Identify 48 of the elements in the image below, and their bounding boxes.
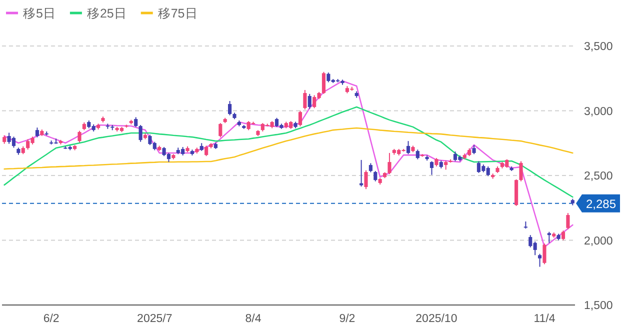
candlestick: [204, 145, 208, 157]
candlestick: [566, 212, 570, 230]
candlestick: [138, 124, 142, 142]
candlestick: [308, 93, 312, 110]
y-tick-label: 1,500: [584, 300, 613, 312]
candlestick: [388, 152, 392, 175]
candlestick: [35, 127, 40, 138]
candlestick: [374, 170, 378, 182]
candlestick: [416, 149, 420, 160]
x-tick-label: 2025/10: [416, 313, 458, 325]
line-series: [4, 127, 574, 170]
x-tick-label: 11/4: [534, 313, 556, 325]
x-tick-label: 2025/7: [137, 313, 172, 325]
candlestick: [430, 160, 434, 176]
line-series: [4, 80, 574, 248]
candlestick: [134, 116, 138, 128]
x-tick-label: 9/2: [339, 313, 356, 325]
candlestick: [453, 151, 458, 162]
y-tick-label: 3,500: [584, 41, 613, 53]
candlestick: [274, 117, 279, 128]
candlestick: [218, 122, 222, 138]
candlestick: [547, 231, 551, 244]
candlestick: [472, 144, 476, 155]
candlestick: [519, 160, 523, 182]
y-tick-label: 2,000: [584, 235, 613, 248]
y-tick-label: 2,500: [584, 170, 613, 182]
candlestick: [12, 136, 16, 148]
candlestick: [228, 100, 232, 116]
candlestick: [322, 71, 326, 94]
candlestick: [406, 140, 410, 155]
y-tick-label: 3,000: [584, 106, 613, 118]
line-series: [4, 106, 574, 198]
candlestick: [561, 230, 566, 241]
legend-label: 移25日: [86, 6, 127, 20]
x-tick-label: 6/2: [43, 313, 60, 325]
candlestick: [166, 152, 171, 163]
candlestick: [444, 160, 448, 170]
candlestick: [78, 130, 82, 143]
candlestick: [364, 170, 368, 190]
legend-label: 移75日: [158, 6, 198, 20]
x-tick-label: 8/4: [245, 313, 262, 325]
candlestick: [298, 110, 302, 127]
candlestick: [542, 242, 546, 265]
candlestick: [368, 162, 372, 173]
legend-label: 移5日: [23, 6, 56, 20]
candlestick: [303, 90, 307, 110]
ref-line-label: 2,285: [586, 196, 616, 211]
candlestick: [538, 253, 542, 268]
